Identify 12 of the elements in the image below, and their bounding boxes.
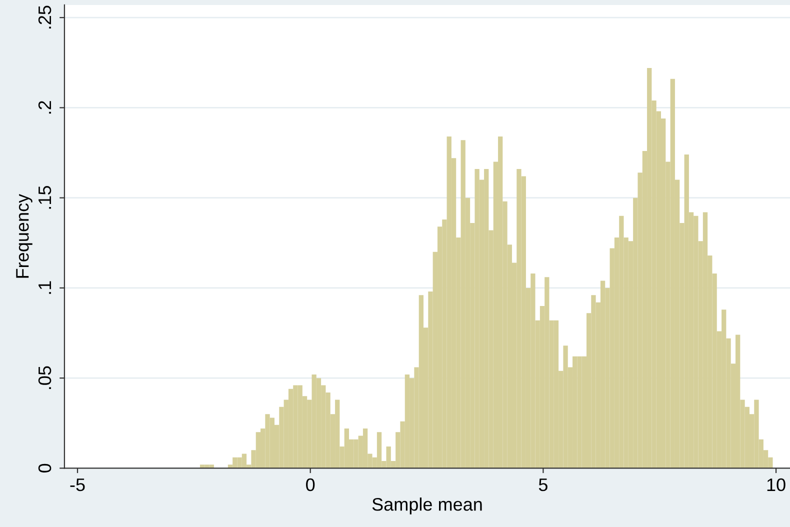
x-tick-label: 5 (538, 478, 548, 492)
y-tick-label: 0 (38, 464, 52, 472)
x-tick-label: 0 (306, 478, 315, 492)
x-axis-title: Sample mean (372, 498, 482, 514)
y-tick-label: .1 (38, 281, 51, 294)
y-tick-label: .05 (38, 366, 52, 389)
x-tick-label: 10 (767, 478, 786, 492)
y-tick-label: .25 (38, 6, 52, 28)
y-tick-label: .15 (38, 186, 52, 209)
y-tick-label: .2 (38, 101, 51, 114)
y-axis-title: Frequency (16, 194, 32, 278)
x-tick-label: -5 (70, 478, 85, 492)
